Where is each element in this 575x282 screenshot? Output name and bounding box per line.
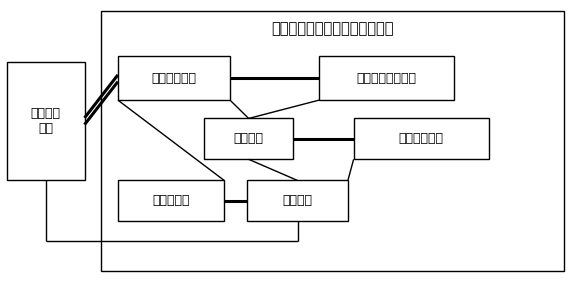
Bar	[319, 56, 454, 100]
Bar	[118, 180, 224, 221]
Bar	[7, 62, 85, 180]
Bar	[247, 180, 348, 221]
Text: 回充单元: 回充单元	[282, 194, 313, 208]
Text: 气体循环净化单元: 气体循环净化单元	[356, 72, 417, 85]
Bar	[354, 118, 489, 159]
Text: 控制模块: 控制模块	[233, 132, 264, 146]
Bar	[101, 11, 564, 271]
Text: 高压开关
设备: 高压开关 设备	[30, 107, 61, 135]
Text: 六氟化硫气体带电净化处理装置: 六氟化硫气体带电净化处理装置	[271, 21, 393, 36]
Bar	[204, 118, 293, 159]
Text: 气体检测单元: 气体检测单元	[398, 132, 444, 146]
Text: 气体回收单元: 气体回收单元	[151, 72, 197, 85]
Bar	[118, 56, 230, 100]
Text: 抽真空单元: 抽真空单元	[152, 194, 190, 208]
